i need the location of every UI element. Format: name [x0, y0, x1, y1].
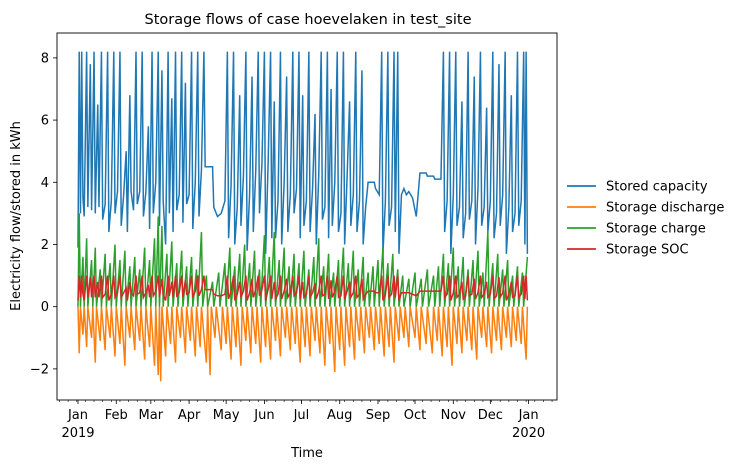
x-axis-label: Time [290, 446, 323, 461]
y-tick-label: 2 [41, 238, 49, 253]
y-axis-label: Electricity flow/stored in kWh [9, 121, 24, 311]
series-layer [77, 51, 529, 382]
legend-label: Stored capacity [606, 180, 708, 195]
x-tick-year-label: 2019 [61, 426, 94, 441]
y-tick-label: −2 [30, 362, 49, 377]
series-line-storage-soc [77, 275, 529, 302]
x-tick-label: Jun [253, 408, 274, 423]
y-tick-label: 0 [41, 300, 49, 315]
y-tick-label: 4 [41, 176, 49, 191]
x-tick-label: Aug [327, 408, 352, 423]
x-tick-label: Jan [518, 408, 539, 423]
x-tick-label: Jan [67, 408, 88, 423]
x-tick-label: Oct [404, 408, 426, 423]
x-tick-label: Feb [105, 408, 128, 423]
series-line-storage-discharge [77, 306, 529, 382]
x-tick-label: Sep [366, 408, 391, 423]
legend: Stored capacity Storage discharge Storage … [567, 180, 724, 258]
x-tick-label: Nov [441, 408, 467, 423]
legend-label: Storage charge [606, 222, 706, 237]
x-tick-label: Jul [293, 408, 310, 423]
y-tick-label: 8 [41, 51, 49, 66]
x-tick-label: Mar [139, 408, 164, 423]
x-axis: Jan 2019 Feb Mar Apr May Jun Jul Aug Sep Oct Nov Dec… [59, 400, 553, 441]
legend-label: Storage SOC [606, 243, 689, 258]
x-tick-label: Apr [178, 408, 201, 423]
legend-label: Storage discharge [606, 201, 724, 216]
plot-area-frame [56, 32, 558, 401]
x-tick-label: May [213, 408, 240, 423]
x-tick-label: Dec [478, 408, 503, 423]
y-axis: −2 0 2 4 6 8 [30, 51, 57, 377]
chart-title: Storage flows of case hoevelaken in test… [144, 12, 471, 28]
y-tick-label: 6 [41, 114, 49, 129]
series-line-stored-capacity [77, 51, 529, 254]
x-tick-year-label: 2020 [512, 426, 545, 441]
